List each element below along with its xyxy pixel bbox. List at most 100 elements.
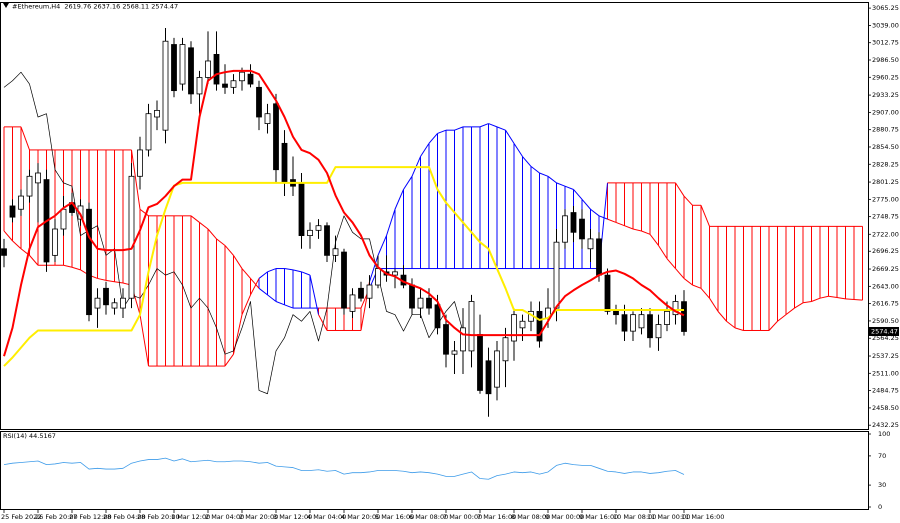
leading-span-a: [63, 264, 73, 268]
leading-span-a: [394, 189, 404, 210]
leading-span-b: [216, 238, 226, 246]
leading-span-a: [717, 311, 727, 322]
leading-span-a: [726, 320, 736, 329]
y-tick-label: 2907.00: [872, 108, 899, 116]
leading-span-a: [224, 353, 234, 367]
leading-span-a: [139, 314, 149, 367]
candle-body: [443, 324, 449, 355]
leading-span-a: [624, 225, 634, 230]
x-tick-label: 3 Mar 12:00: [273, 513, 312, 521]
x-tick-label: 7 Mar 00:00: [443, 513, 482, 521]
candle-body: [35, 172, 41, 184]
leading-span-a: [530, 166, 540, 174]
rsi-tick-label: 30: [878, 481, 886, 489]
candle-body: [196, 77, 203, 95]
symbol-icon: [3, 3, 9, 8]
leading-span-a: [709, 297, 719, 312]
leading-span-a: [105, 279, 115, 283]
leading-span-b: [131, 149, 141, 210]
leading-span-b: [207, 228, 217, 240]
leading-span-a: [513, 143, 523, 157]
candle-body: [9, 205, 16, 218]
leading-span-a: [581, 199, 591, 210]
leading-span-a: [267, 268, 277, 273]
candle-body: [494, 350, 500, 388]
chart-header: #Ethereum,H4 2619.76 2637.16 2568.11 257…: [12, 3, 178, 11]
chart-title: #Ethereum,H4: [12, 3, 60, 11]
x-tick-label: 28 Feb 04:00: [103, 513, 146, 521]
leading-span-b: [258, 287, 268, 296]
y-tick-label: 2511.00: [872, 369, 899, 377]
leading-span-a: [666, 258, 676, 269]
leading-span-a: [301, 271, 311, 276]
candle-body: [579, 218, 585, 240]
rsi-panel-frame: [0, 431, 869, 510]
y-tick-label: 2748.75: [872, 213, 899, 221]
candle-body: [281, 142, 288, 184]
low-value: 2568.11: [122, 3, 149, 11]
leading-span-a: [564, 185, 574, 190]
candle-body: [213, 53, 220, 85]
leading-span-a: [590, 208, 600, 217]
candle-body: [298, 182, 305, 236]
leading-span-a: [675, 268, 685, 279]
candle-body: [409, 284, 415, 309]
y-tick-label: 2432.25: [872, 421, 899, 429]
y-tick-label: 2484.75: [872, 387, 899, 395]
leading-span-a: [403, 176, 413, 190]
rsi-title: RSI(14): [3, 432, 27, 440]
x-tick-label: 9 Mar 16:00: [579, 513, 618, 521]
candle-body: [315, 225, 322, 231]
candle-body: [120, 297, 126, 309]
leading-span-a: [768, 320, 778, 331]
candle-body: [426, 297, 432, 309]
x-tick-label: 2 Mar 04:00: [205, 513, 244, 521]
x-tick-label: 25 Feb 2022: [1, 513, 41, 521]
candle-body: [111, 302, 118, 309]
candle-body: [434, 304, 441, 329]
high-value: 2637.16: [93, 3, 120, 11]
leading-span-b: [233, 255, 243, 269]
candle-body: [468, 301, 475, 352]
leading-span-a: [505, 129, 515, 144]
leading-span-a: [683, 278, 693, 286]
candle-body: [247, 73, 254, 85]
leading-span-a: [114, 281, 124, 284]
leading-span-a: [794, 302, 804, 309]
leading-span-a: [284, 268, 294, 271]
leading-span-a: [828, 295, 838, 299]
leading-span-b: [199, 222, 209, 230]
candle-body: [366, 284, 373, 299]
y-tick-label: 2854.50: [872, 143, 899, 151]
current-price-label: 2574.47: [871, 327, 898, 335]
leading-span-a: [734, 327, 744, 331]
candle-body: [103, 287, 109, 306]
candle-body: [604, 274, 611, 312]
rsi-line: [3, 457, 685, 480]
candle-body: [145, 113, 152, 151]
candle-body: [154, 110, 160, 118]
leading-span-b: [241, 268, 251, 279]
x-tick-label: 7 Mar 16:00: [477, 513, 516, 521]
leading-span-a: [97, 277, 107, 281]
candle-body: [647, 314, 653, 339]
y-tick-label: 2590.50: [872, 317, 899, 325]
x-tick-label: 8 Mar 08:00: [511, 513, 550, 521]
leading-span-b: [139, 208, 149, 217]
candle-body: [222, 83, 228, 88]
candle-body: [511, 314, 517, 342]
leading-span-b: [267, 294, 277, 302]
conversion-line: [3, 69, 685, 357]
leading-span-a: [479, 123, 489, 128]
candle-body: [179, 44, 186, 85]
candle-body: [630, 314, 636, 332]
candle-body: [502, 337, 509, 362]
candle-body: [375, 268, 381, 286]
leading-span-b: [224, 245, 234, 256]
y-tick-label: 2537.25: [872, 352, 899, 360]
y-tick-label: 2616.75: [872, 300, 899, 308]
leading-span-a: [700, 287, 710, 299]
leading-span-a: [3, 230, 13, 242]
leading-span-b: [190, 215, 200, 223]
leading-span-a: [386, 209, 396, 236]
